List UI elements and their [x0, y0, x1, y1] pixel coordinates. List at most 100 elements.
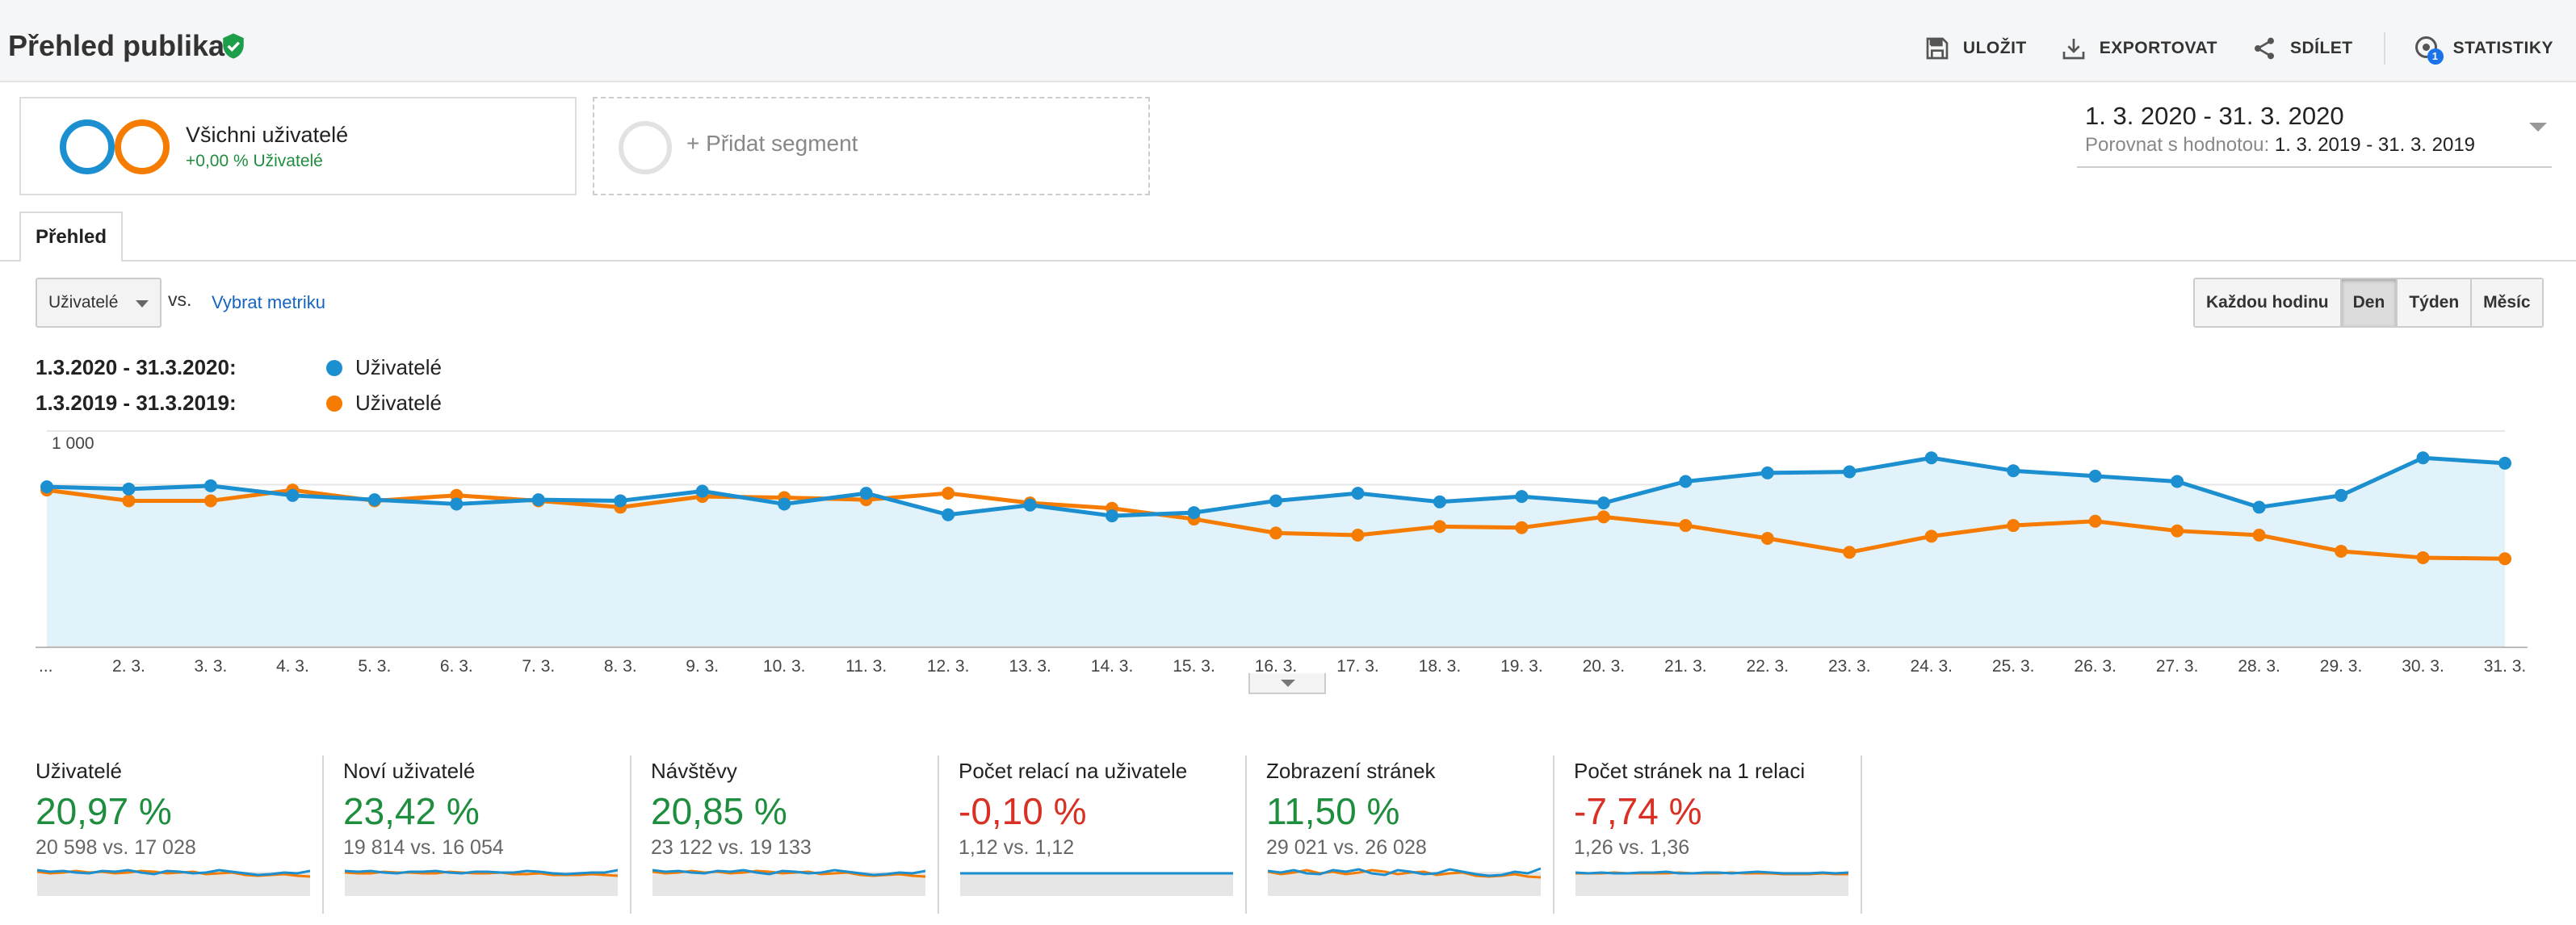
export-button[interactable]: EXPORTOVAT: [2061, 36, 2217, 61]
tab-overview[interactable]: Přehled: [19, 211, 123, 262]
series-compare-point[interactable]: [1924, 529, 1938, 543]
x-tick-label: 27. 3.: [2156, 657, 2199, 676]
series-compare-point[interactable]: [2335, 544, 2348, 558]
series-current-point[interactable]: [778, 497, 791, 511]
scorecard-divider: [1861, 755, 1862, 914]
series-compare-point[interactable]: [2088, 514, 2102, 528]
page-title: Přehled publika: [8, 29, 225, 62]
date-range-picker[interactable]: 1. 3. 2020 - 31. 3. 2020 Porovnat s hodn…: [2077, 98, 2552, 168]
series-compare-point[interactable]: [2171, 524, 2184, 538]
series-current-point[interactable]: [942, 508, 955, 521]
series-compare-point[interactable]: [1351, 529, 1365, 542]
series-current-point[interactable]: [695, 484, 709, 498]
scorecard-divider: [938, 755, 939, 914]
series-current-point[interactable]: [40, 480, 53, 494]
scorecard-divider: [322, 755, 324, 914]
scorecard[interactable]: Zobrazení stránek 11,50 % 29 021 vs. 26 02…: [1250, 755, 1557, 917]
series-compare-point[interactable]: [1269, 526, 1282, 540]
scorecard-sparkline: [345, 868, 618, 896]
series-compare-point[interactable]: [942, 487, 955, 500]
select-metric-link[interactable]: Vybrat metriku: [212, 292, 326, 312]
series-compare-point[interactable]: [1596, 510, 1610, 524]
series-current-point[interactable]: [1924, 451, 1938, 465]
x-tick-label: 5. 3.: [358, 657, 391, 676]
compare-value: 1. 3. 2019 - 31. 3. 2019: [2269, 134, 2476, 156]
series-current-point[interactable]: [1105, 509, 1119, 523]
series-current-point[interactable]: [2171, 475, 2184, 488]
series-current-point[interactable]: [1515, 490, 1529, 504]
segment-all-users[interactable]: Všichni uživatelé +0,00 % Uživatelé: [19, 97, 577, 195]
series-current-point[interactable]: [2498, 456, 2511, 470]
series-compare-point[interactable]: [1843, 546, 1856, 559]
series-current-point[interactable]: [2335, 488, 2348, 502]
granularity-day-button[interactable]: Den: [2339, 279, 2397, 326]
vs-label: vs.: [168, 289, 192, 310]
x-tick-label: 25. 3.: [1992, 657, 2035, 676]
series-current-point[interactable]: [1187, 506, 1201, 520]
series-current-point[interactable]: [1760, 466, 1774, 479]
insights-button[interactable]: 1 STATISTIKY: [2413, 34, 2553, 65]
series-compare-point[interactable]: [2498, 552, 2511, 566]
series-current-point[interactable]: [531, 493, 545, 507]
series-current-point[interactable]: [1023, 498, 1037, 512]
series-current-point[interactable]: [2252, 500, 2266, 514]
legend-dot-icon: [326, 360, 342, 376]
series-current-point[interactable]: [859, 487, 873, 500]
series-compare-point[interactable]: [2252, 529, 2266, 542]
series-current-point[interactable]: [2007, 464, 2020, 478]
granularity-week-button[interactable]: Týden: [2396, 279, 2471, 326]
scorecard[interactable]: Uživatelé 20,97 % 20 598 vs. 17 028: [19, 755, 326, 917]
series-compare-point[interactable]: [2416, 550, 2430, 564]
series-current-point[interactable]: [203, 479, 217, 492]
export-icon: [2062, 39, 2085, 60]
series-current-point[interactable]: [2088, 469, 2102, 483]
users-line-chart[interactable]: 1 000500...2. 3.3. 3.4. 3.5. 3.6. 3.7. 3…: [0, 420, 2576, 686]
scorecard[interactable]: Počet stránek na 1 relaci -7,74 % 1,26 vs.…: [1558, 755, 1865, 917]
series-current-point[interactable]: [450, 497, 464, 511]
scorecard[interactable]: Návštěvy 20,85 % 23 122 vs. 19 133: [635, 755, 942, 917]
sparkline-area: [1575, 872, 1848, 896]
add-segment-button[interactable]: + Přidat segment: [593, 97, 1150, 195]
series-current-point[interactable]: [614, 494, 627, 508]
save-label: ULOŽIT: [1962, 39, 2027, 57]
y-tick-label: 1 000: [52, 434, 94, 453]
share-button[interactable]: SDÍLET: [2251, 36, 2353, 61]
granularity-hourly-button[interactable]: Každou hodinu: [2195, 279, 2340, 326]
series-current-point[interactable]: [1433, 495, 1446, 509]
series-current-point[interactable]: [2416, 451, 2430, 465]
scorecard[interactable]: Počet relací na uživatele -0,10 % 1,12 vs.…: [942, 755, 1249, 917]
series-current-point[interactable]: [367, 493, 381, 507]
scorecard-sparkline: [1575, 870, 1848, 896]
series-compare-point[interactable]: [1433, 520, 1446, 534]
series-compare-point[interactable]: [1515, 521, 1529, 534]
insights-badge: 1: [2427, 48, 2444, 65]
legend-range: 1.3.2019 - 31.3.2019:: [36, 391, 237, 415]
x-tick-label: 19. 3.: [1500, 657, 1543, 676]
chart-collapse-handle[interactable]: [1248, 673, 1326, 694]
series-current-point[interactable]: [1269, 494, 1282, 508]
scorecard-divider: [1553, 755, 1554, 914]
series-current-point[interactable]: [1679, 475, 1693, 488]
sparkline-current: [37, 868, 310, 877]
series-current-point[interactable]: [1596, 496, 1610, 510]
chevron-down-icon: [136, 300, 149, 308]
verified-shield-icon: [223, 33, 244, 59]
series-compare-point[interactable]: [2007, 519, 2020, 533]
series-compare-point[interactable]: [1679, 519, 1693, 533]
metric-select[interactable]: Uživatelé: [36, 278, 162, 328]
series-current-point[interactable]: [1351, 487, 1365, 500]
series-current-point[interactable]: [122, 482, 136, 496]
save-button[interactable]: ULOŽIT: [1924, 36, 2027, 61]
series-current-point[interactable]: [286, 488, 300, 502]
x-tick-label: 16. 3.: [1255, 657, 1298, 676]
segment-subtitle: +0,00 % Uživatelé: [186, 152, 323, 170]
series-compare-point[interactable]: [1760, 532, 1774, 545]
granularity-month-button[interactable]: Měsíc: [2470, 279, 2542, 326]
share-label: SDÍLET: [2289, 39, 2353, 57]
series-compare-point[interactable]: [122, 494, 136, 508]
legend-dot-icon: [326, 396, 342, 412]
scorecard-sparkline: [1268, 867, 1541, 896]
series-current-point[interactable]: [1843, 465, 1856, 479]
scorecard[interactable]: Noví uživatelé 23,42 % 19 814 vs. 16 054: [327, 755, 634, 917]
series-compare-point[interactable]: [203, 494, 217, 508]
